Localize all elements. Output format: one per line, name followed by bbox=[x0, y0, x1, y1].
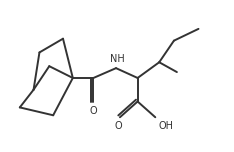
Text: O: O bbox=[90, 106, 97, 116]
Text: NH: NH bbox=[110, 54, 124, 64]
Text: OH: OH bbox=[158, 121, 173, 131]
Text: O: O bbox=[114, 121, 122, 131]
